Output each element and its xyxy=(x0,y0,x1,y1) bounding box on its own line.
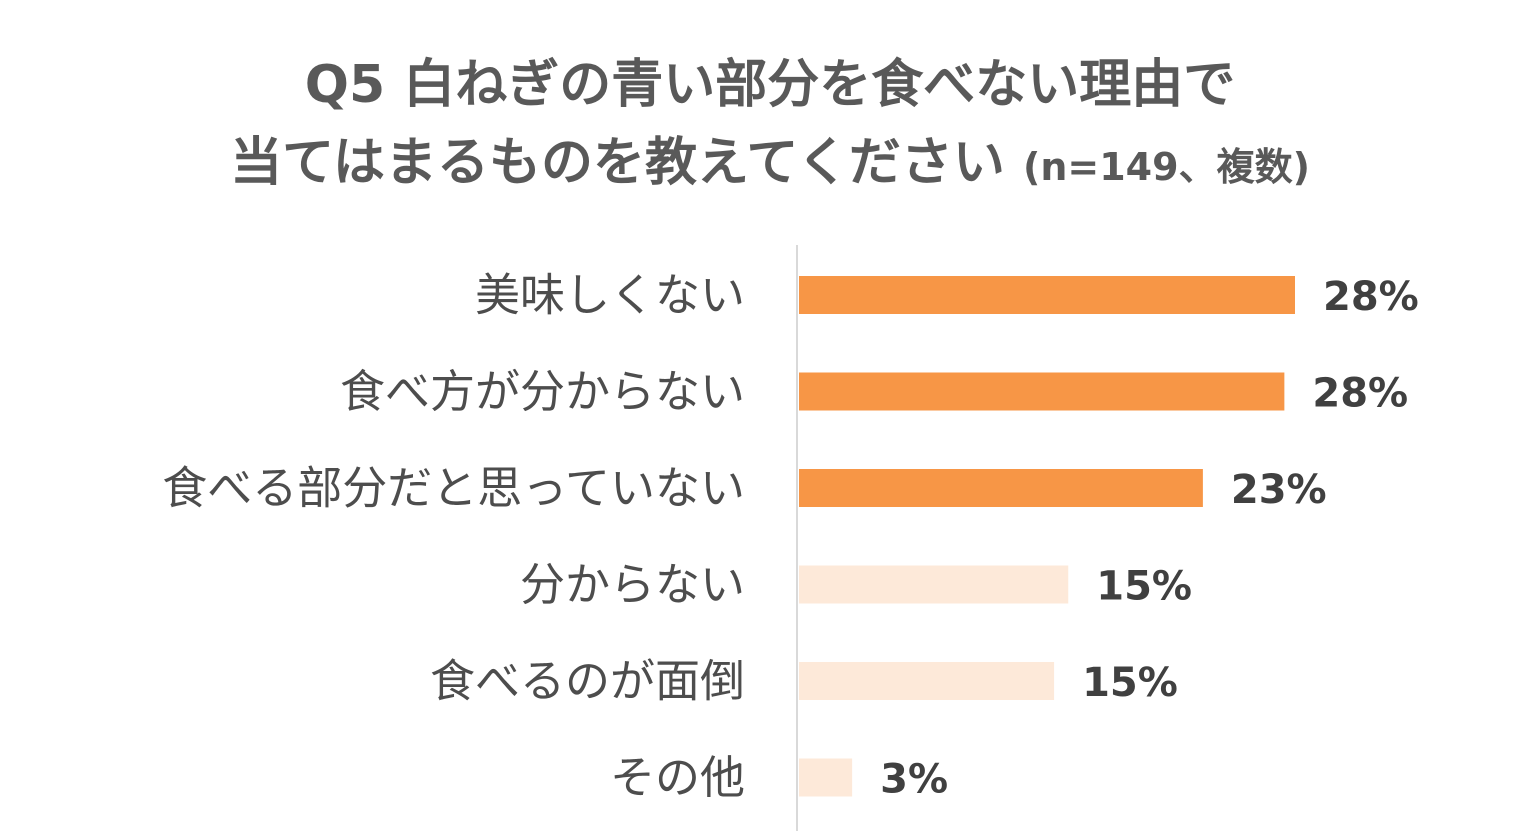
bar-4 xyxy=(799,565,1069,604)
value-label-5: 15% xyxy=(1082,660,1178,706)
category-label-6: その他 xyxy=(610,751,745,804)
value-label-3: 23% xyxy=(1231,467,1327,513)
bar-3 xyxy=(799,469,1203,507)
value-label-4: 15% xyxy=(1096,564,1192,610)
chart-title-sample-note: (n=149、複数) xyxy=(1022,145,1310,189)
bars-group: 美味しくない 28% 食べ方が分からない 28% 食べる部分だと思っていない 23% 分から… xyxy=(162,269,1419,805)
category-label-1: 美味しくない xyxy=(475,269,745,322)
category-label-3: 食べる部分だと思っていない xyxy=(162,462,745,515)
category-label-5: 食べるのが面倒 xyxy=(430,655,745,708)
chart-title-line2: 当てはまるものを教えてください (n=149、複数) xyxy=(80,128,1460,202)
value-label-6: 3% xyxy=(880,757,948,803)
value-label-2: 28% xyxy=(1312,371,1408,417)
chart-title-line1: Q5 白ねぎの青い部分を食べない理由で xyxy=(80,50,1460,120)
chart-title-text-2: 当てはまるものを教えてください xyxy=(230,133,1005,193)
bar-5 xyxy=(799,662,1055,700)
bar-6 xyxy=(799,758,853,797)
category-label-4: 分からない xyxy=(520,558,745,611)
value-label-1: 28% xyxy=(1323,274,1419,320)
bar-2 xyxy=(799,372,1285,411)
category-label-2: 食べ方が分からない xyxy=(340,365,745,418)
chart-title-text-1: Q5 白ねぎの青い部分を食べない理由で xyxy=(304,55,1236,115)
bar-1 xyxy=(799,276,1295,314)
